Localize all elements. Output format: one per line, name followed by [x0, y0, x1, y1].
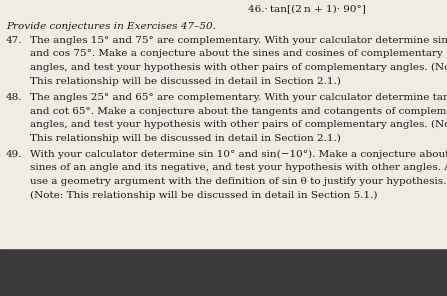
Text: and cot 65°. Make a conjecture about the tangents and cotangents of complementar: and cot 65°. Make a conjecture about the… [30, 107, 447, 115]
Text: 49.: 49. [6, 150, 22, 159]
Polygon shape [0, 241, 447, 296]
Text: sines of an angle and its negative, and test your hypothesis with other angles. : sines of an angle and its negative, and … [30, 163, 447, 173]
Text: angles, and test your hypothesis with other pairs of complementary angles. (Note: angles, and test your hypothesis with ot… [30, 63, 447, 72]
Text: Provide conjectures in Exercises 47–50.: Provide conjectures in Exercises 47–50. [6, 22, 216, 31]
Bar [0, 0, 447, 248]
Text: This relationship will be discussed in detail in Section 2.1.): This relationship will be discussed in d… [30, 76, 341, 86]
Text: 46.· tan[(2 n + 1)· 90°]: 46.· tan[(2 n + 1)· 90°] [248, 4, 366, 13]
Text: The angles 25° and 65° are complementary. With your calculator determine tan 25°: The angles 25° and 65° are complementary… [30, 93, 447, 102]
Text: 47.: 47. [6, 36, 22, 45]
Text: The angles 15° and 75° are complementary. With your calculator determine sin 15°: The angles 15° and 75° are complementary… [30, 36, 447, 45]
Text: (Note: This relationship will be discussed in detail in Section 5.1.): (Note: This relationship will be discuss… [30, 191, 378, 200]
Text: and cos 75°. Make a conjecture about the sines and cosines of complementary: and cos 75°. Make a conjecture about the… [30, 49, 443, 59]
Text: This relationship will be discussed in detail in Section 2.1.): This relationship will be discussed in d… [30, 133, 341, 143]
Text: angles, and test your hypothesis with other pairs of complementary angles. (Note: angles, and test your hypothesis with ot… [30, 120, 447, 129]
Text: 48.: 48. [6, 93, 22, 102]
Text: use a geometry argument with the definition of sin θ to justify your hypothesis.: use a geometry argument with the definit… [30, 177, 447, 186]
Text: With your calculator determine sin 10° and sin(−10°). Make a conjecture about th: With your calculator determine sin 10° a… [30, 150, 447, 159]
